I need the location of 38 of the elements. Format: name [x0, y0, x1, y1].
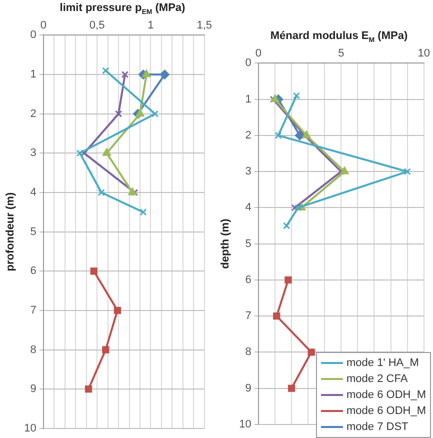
- legend-label: mode 2 CFA: [346, 373, 408, 385]
- legend-label: mode 7 DST: [346, 421, 408, 433]
- y-tick-label: 6: [245, 274, 252, 286]
- y-tick-label: 9: [245, 382, 252, 394]
- y-tick-label: 0: [245, 57, 252, 70]
- y-tick-label: 8: [30, 344, 36, 356]
- y-axis-title: profondeur (m): [4, 192, 17, 272]
- y-axis-title: depth (m): [220, 218, 232, 269]
- y-tick-label: 5: [30, 226, 36, 238]
- x-tick-label: 0: [40, 20, 46, 32]
- x-axis-title: limit pressure p$_{EM}$ (MPa): [58, 2, 186, 16]
- y-tick-label: 7: [30, 304, 36, 316]
- x-tick-label: 1,5: [196, 20, 212, 32]
- y-tick-label: 1: [245, 93, 252, 106]
- y-tick-label: 6: [30, 265, 36, 278]
- y-tick-label: 2: [245, 129, 252, 142]
- x-tick-label: 10: [418, 48, 430, 60]
- legend-label: mode 6 ODH_M: [346, 405, 426, 417]
- y-tick-label: 4: [30, 186, 36, 199]
- y-tick-label: 5: [245, 238, 252, 250]
- y-tick-label: 8: [245, 346, 252, 358]
- y-tick-label: 3: [30, 147, 36, 160]
- x-tick-label: 0: [255, 48, 262, 60]
- y-tick-label: 3: [245, 166, 252, 178]
- x-tick-label: 1: [148, 20, 154, 32]
- y-tick-label: 10: [239, 418, 252, 430]
- y-tick-label: 0: [30, 29, 36, 42]
- y-tick-label: 2: [30, 108, 36, 120]
- y-tick-label: 9: [30, 383, 36, 396]
- x-tick-label: 5: [338, 48, 344, 60]
- y-tick-label: 7: [245, 310, 252, 322]
- x-axis-title: Ménard modulus E$_{M}$ (MPa): [269, 30, 409, 44]
- y-tick-label: 10: [24, 422, 36, 434]
- legend-label: mode 1' HA_M: [346, 357, 419, 369]
- y-tick-label: 1: [30, 68, 36, 81]
- y-tick-label: 4: [245, 202, 252, 214]
- x-tick-label: 0,5: [89, 20, 105, 32]
- legend-label: mode 6 ODH_M: [346, 389, 426, 401]
